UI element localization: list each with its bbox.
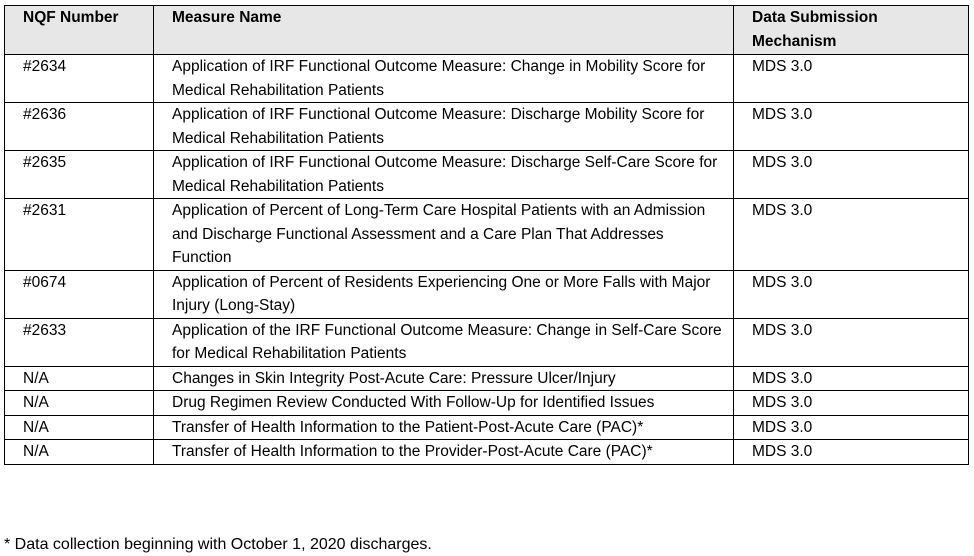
table-row: N/A Transfer of Health Information to the… <box>4 414 969 440</box>
submission-mechanism: MDS 3.0 <box>733 198 969 271</box>
header-row: NQF Number Measure Name Data Submission … <box>4 5 969 55</box>
table-row: N/A Drug Regimen Review Conducted With Fo… <box>4 390 969 416</box>
measure-name: Application of Percent of Long-Term Care… <box>153 198 734 271</box>
submission-mechanism: MDS 3.0 <box>733 150 969 199</box>
header-cell: Data Submission Mechanism <box>733 5 969 55</box>
nqf-number: #2636 <box>4 102 154 151</box>
footnote: * Data collection beginning with October… <box>4 536 432 553</box>
nqf-number: #2631 <box>4 198 154 271</box>
table-row: #2631 Application of Percent of Long-Term… <box>4 198 969 271</box>
table-row: #0674 Application of Percent of Residents… <box>4 269 969 319</box>
submission-mechanism: MDS 3.0 <box>733 102 969 151</box>
submission-mechanism: MDS 3.0 <box>733 414 969 440</box>
measure-name: Drug Regimen Review Conducted With Follo… <box>153 390 734 416</box>
measure-name: Application of IRF Functional Outcome Me… <box>153 150 734 199</box>
submission-mechanism: MDS 3.0 <box>733 439 969 465</box>
table-body: #2634 Application of IRF Functional Outco… <box>4 54 969 465</box>
header-cell: Measure Name <box>153 5 734 55</box>
submission-mechanism: MDS 3.0 <box>733 365 969 391</box>
table-row: #2634 Application of IRF Functional Outco… <box>4 54 969 103</box>
submission-mechanism: MDS 3.0 <box>733 54 969 103</box>
measure-name: Application of IRF Functional Outcome Me… <box>153 102 734 151</box>
nqf-number: #2635 <box>4 150 154 199</box>
table-header: NQF Number Measure Name Data Submission … <box>4 5 969 55</box>
table-row: #2636 Application of IRF Functional Outco… <box>4 102 969 151</box>
table-row: N/A Transfer of Health Information to the… <box>4 439 969 465</box>
measure-name: Application of the IRF Functional Outcom… <box>153 317 734 367</box>
measure-name: Application of IRF Functional Outcome Me… <box>153 54 734 103</box>
table-row: N/A Changes in Skin Integrity Post-Acute … <box>4 365 969 391</box>
header-cell: NQF Number <box>4 5 154 55</box>
measure-name: Transfer of Health Information to the Pr… <box>153 439 734 465</box>
nqf-number: N/A <box>4 414 154 440</box>
nqf-number: N/A <box>4 439 154 465</box>
nqf-number: N/A <box>4 390 154 416</box>
submission-mechanism: MDS 3.0 <box>733 317 969 367</box>
measure-name: Application of Percent of Residents Expe… <box>153 269 734 319</box>
measure-name: Changes in Skin Integrity Post-Acute Car… <box>153 365 734 391</box>
table-row: #2633 Application of the IRF Functional O… <box>4 317 969 367</box>
measure-name: Transfer of Health Information to the Pa… <box>153 414 734 440</box>
nqf-number: #2634 <box>4 54 154 103</box>
nqf-number: N/A <box>4 365 154 391</box>
nqf-number: #0674 <box>4 269 154 319</box>
submission-mechanism: MDS 3.0 <box>733 390 969 416</box>
table-row: #2635 Application of IRF Functional Outco… <box>4 150 969 199</box>
nqf-number: #2633 <box>4 317 154 367</box>
measures-table: NQF Number Measure Name Data Submission … <box>4 5 969 465</box>
submission-mechanism: MDS 3.0 <box>733 269 969 319</box>
